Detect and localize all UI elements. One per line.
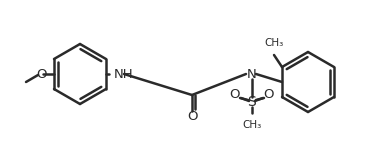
Text: NH: NH [114,68,134,81]
Text: S: S [248,95,256,109]
Text: O: O [36,68,46,81]
Text: CH₃: CH₃ [264,38,284,48]
Text: N: N [247,68,257,81]
Text: O: O [264,88,274,102]
Text: CH₃: CH₃ [242,120,262,130]
Text: O: O [187,111,197,123]
Text: O: O [230,88,240,102]
